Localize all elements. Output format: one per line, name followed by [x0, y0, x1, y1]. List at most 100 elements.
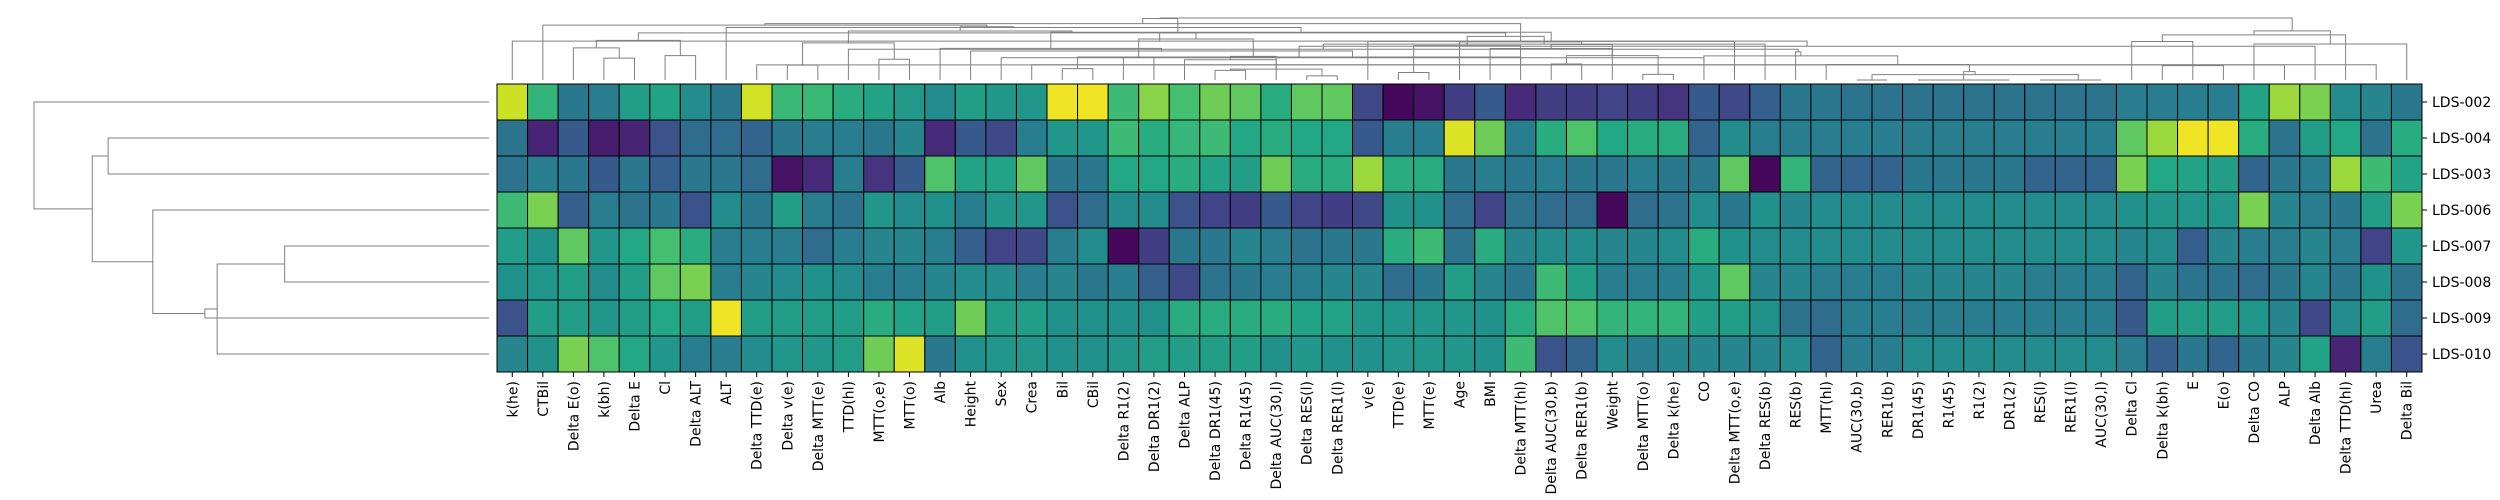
heatmap-cell-lds-008-delta-auc-30-l — [1260, 263, 1292, 301]
heatmap-cell-lds-004-delta-k-he — [1657, 119, 1690, 157]
heatmap-cell-lds-002-delta-alp — [1168, 83, 1201, 121]
heatmap-cell-lds-008-delta-res-b — [1749, 263, 1781, 301]
heatmap-cell-lds-003-delta-r1-45 — [1229, 155, 1262, 193]
heatmap-cell-lds-004-cl — [649, 119, 681, 157]
heatmap-cell-lds-004-r1-45 — [1932, 119, 1965, 157]
heatmap-cell-lds-004-alp — [2268, 119, 2301, 157]
heatmap-cell-lds-002-delta-k-he — [1657, 83, 1690, 121]
heatmap-cell-lds-006-delta-mtt-o-e — [1718, 191, 1751, 229]
heatmap-cell-lds-006-delta-r1-45 — [1229, 191, 1262, 229]
heatmap-cell-lds-008-delta-mtt-hl — [1504, 263, 1537, 301]
heatmap-cell-lds-002-delta-alt — [679, 83, 712, 121]
heatmap-cell-lds-007-delta-r1-2 — [1107, 227, 1140, 265]
heatmap-cell-lds-010-e — [2177, 335, 2209, 373]
heatmap-cell-lds-003-e-o — [2207, 155, 2240, 193]
heatmap-cell-lds-010-delta-dr1-45 — [1199, 335, 1231, 373]
heatmap-cell-lds-003-auc-30-b — [1840, 155, 1873, 193]
heatmap-cell-lds-007-ttd-hl — [832, 227, 865, 265]
heatmap-cell-lds-009-delta-ttd-e — [740, 299, 773, 337]
heatmap-cell-lds-002-sex — [985, 83, 1017, 121]
heatmap-cell-lds-007-delta-e — [618, 227, 651, 265]
heatmap-cell-lds-008-delta-r1-2 — [1107, 263, 1140, 301]
dendrogram-link — [1000, 57, 1705, 80]
heatmap-cell-lds-010-delta-bil — [2390, 335, 2423, 373]
heatmap-cell-lds-003-delta-mtt-o — [1627, 155, 1659, 193]
heatmap-cell-lds-009-v-e — [1352, 299, 1384, 337]
heatmap-cell-lds-009-r1-2 — [1963, 299, 1995, 337]
heatmap-cell-lds-009-alb — [924, 299, 956, 337]
heatmap-cell-lds-007-delta-res-l — [1290, 227, 1323, 265]
heatmap-cell-lds-008-delta-ttd-hl — [2329, 263, 2362, 301]
heatmap-cell-lds-010-weight — [1596, 335, 1629, 373]
heatmap-cell-lds-006-delta-r1-2 — [1107, 191, 1140, 229]
heatmap-cell-lds-006-delta-e-o — [557, 191, 590, 229]
heatmap-cell-lds-004-ctbil — [527, 119, 559, 157]
heatmap-cell-lds-010-r1-45 — [1932, 335, 1965, 373]
heatmap-cell-lds-007-delta-r1-45 — [1229, 227, 1262, 265]
heatmap-cell-lds-002-delta-dr1-45 — [1199, 83, 1231, 121]
heatmap-cell-lds-009-ttd-e — [1382, 299, 1415, 337]
heatmap-cell-lds-002-delta-co — [2238, 83, 2270, 121]
heatmap-cell-lds-007-delta-bil — [2390, 227, 2423, 265]
heatmap-cell-lds-007-crea — [1015, 227, 1048, 265]
heatmap-cell-lds-008-height — [954, 263, 987, 301]
dendrogram-link — [542, 24, 988, 80]
heatmap-cell-lds-006-rer1-l — [2054, 191, 2087, 229]
heatmap-cell-lds-007-delta-alt — [679, 227, 712, 265]
heatmap-cell-lds-002-e — [2177, 83, 2209, 121]
heatmap-cell-lds-003-bmi — [1474, 155, 1506, 193]
heatmap-cell-lds-002-delta-mtt-o — [1627, 83, 1659, 121]
heatmap-cell-lds-007-delta-auc-30-b — [1535, 227, 1567, 265]
heatmap-cell-lds-009-e-o — [2207, 299, 2240, 337]
heatmap-cell-lds-004-delta-r1-45 — [1229, 119, 1262, 157]
heatmap-cell-lds-010-e-o — [2207, 335, 2240, 373]
heatmap-cell-lds-007-alb — [924, 227, 956, 265]
heatmap-cell-lds-009-crea — [1015, 299, 1048, 337]
heatmap-cell-lds-010-mtt-hl — [1810, 335, 1842, 373]
heatmap-cell-lds-009-delta-e-o — [557, 299, 590, 337]
dendrogram-link — [204, 308, 489, 319]
dendrogram-link — [1963, 71, 1976, 80]
heatmap-cell-lds-010-res-b — [1779, 335, 1812, 373]
heatmap-cell-lds-010-delta-r1-45 — [1229, 335, 1262, 373]
heatmap-cell-lds-004-mtt-hl — [1810, 119, 1842, 157]
heatmap-cell-lds-002-delta-auc-30-l — [1260, 83, 1292, 121]
heatmap-cell-lds-008-res-l — [2024, 263, 2056, 301]
heatmap-cell-lds-010-k-he — [496, 335, 529, 373]
heatmap-cell-lds-003-res-l — [2024, 155, 2056, 193]
dendrogram-link — [572, 47, 620, 80]
heatmap-cell-lds-003-delta-bil — [2390, 155, 2423, 193]
heatmap-cell-lds-008-delta-mtt-o-e — [1718, 263, 1751, 301]
heatmap-cell-lds-007-cl — [649, 227, 681, 265]
heatmap-cell-lds-004-v-e — [1352, 119, 1384, 157]
dendrogram-link — [970, 50, 1354, 80]
dendrogram-link — [107, 137, 489, 175]
heatmap-cell-lds-009-delta-ttd-hl — [2329, 299, 2362, 337]
heatmap-cell-lds-006-bmi — [1474, 191, 1506, 229]
heatmap-cell-lds-004-res-l — [2024, 119, 2056, 157]
heatmap-cell-lds-002-alb — [924, 83, 956, 121]
heatmap-cell-lds-002-alp — [2268, 83, 2301, 121]
heatmap-cell-lds-003-delta-alp — [1168, 155, 1201, 193]
heatmap-cell-lds-007-dr1-2 — [1993, 227, 2026, 265]
heatmap-cell-lds-007-delta-mtt-o — [1627, 227, 1659, 265]
heatmap-cell-lds-003-delta-k-bh — [2146, 155, 2179, 193]
heatmap-cell-lds-008-bmi — [1474, 263, 1506, 301]
column-label-dr1-45: DR1(45) — [1911, 381, 1927, 439]
heatmap-cell-lds-008-r1-45 — [1932, 263, 1965, 301]
heatmap-cell-lds-006-delta-alb — [2299, 191, 2331, 229]
heatmap-cell-lds-009-bmi — [1474, 299, 1506, 337]
dendrogram-link — [152, 209, 489, 314]
heatmap-cell-lds-006-k-bh — [588, 191, 620, 229]
heatmap-cell-lds-008-delta-alp — [1168, 263, 1201, 301]
heatmap-cell-lds-009-ctbil — [527, 299, 559, 337]
heatmap-cell-lds-008-auc-30-l — [2085, 263, 2117, 301]
column-label-delta-e: Delta E — [628, 381, 644, 432]
heatmap-cell-lds-006-urea — [2360, 191, 2392, 229]
dendrogram-link — [1159, 32, 1197, 42]
heatmap-cell-lds-003-delta-ttd-hl — [2329, 155, 2362, 193]
column-label-delta-mtt-e: Delta MTT(e) — [811, 381, 827, 471]
heatmap-cell-lds-004-rer1-l — [2054, 119, 2087, 157]
heatmap-cell-lds-009-delta-auc-30-b — [1535, 299, 1567, 337]
column-label-k-he: k(he) — [505, 381, 521, 418]
